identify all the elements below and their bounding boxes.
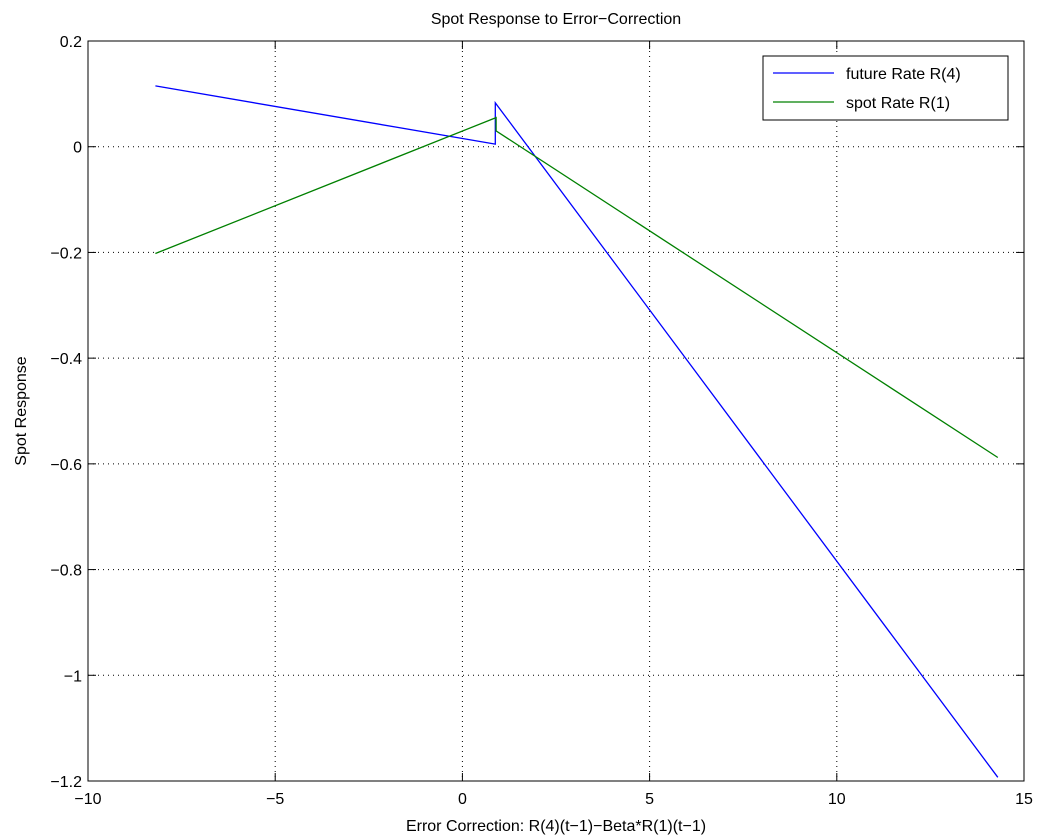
series-line-1 xyxy=(155,116,999,459)
y-tick-label: −1.2 xyxy=(50,774,82,791)
x-tick-label: 0 xyxy=(458,791,467,808)
legend-label-future-rate: future Rate R(4) xyxy=(846,66,961,83)
x-tick-label: −10 xyxy=(74,791,101,808)
chart-title: Spot Response to Error−Correction xyxy=(431,11,681,28)
x-tick-label: 10 xyxy=(828,791,846,808)
plot-background xyxy=(88,41,1024,781)
x-tick-label: 5 xyxy=(645,791,654,808)
y-tick-label: 0 xyxy=(73,140,82,157)
legend-box xyxy=(762,55,1009,121)
y-tick-label: −0.2 xyxy=(50,245,82,262)
y-tick-label: −0.4 xyxy=(50,351,82,368)
y-tick-label: −0.8 xyxy=(50,563,82,580)
y-tick-label: −0.6 xyxy=(50,457,82,474)
y-tick-label: 0.2 xyxy=(60,34,82,51)
legend: future Rate R(4) spot Rate R(1) xyxy=(762,55,1009,121)
legend-label-spot-rate: spot Rate R(1) xyxy=(846,95,950,112)
y-tick-label: −1 xyxy=(64,668,82,685)
x-tick-label: −5 xyxy=(266,791,284,808)
plot-frame xyxy=(87,40,1025,782)
x-tick-label: 15 xyxy=(1015,791,1033,808)
series-layer xyxy=(155,85,999,778)
series-line-0 xyxy=(155,85,999,778)
axis-ticks xyxy=(87,40,1025,782)
y-axis-title: Spot Response xyxy=(13,356,30,466)
axis-tick-labels: −10 −5 0 5 10 15 −1.2 −1 −0.8 −0.6 −0.4 −0.2 0 0.2 xyxy=(50,34,1033,808)
grid-lines xyxy=(88,41,1024,781)
x-axis-title: Error Correction: R(4)(t−1)−Beta*R(1)(t−… xyxy=(406,818,706,835)
